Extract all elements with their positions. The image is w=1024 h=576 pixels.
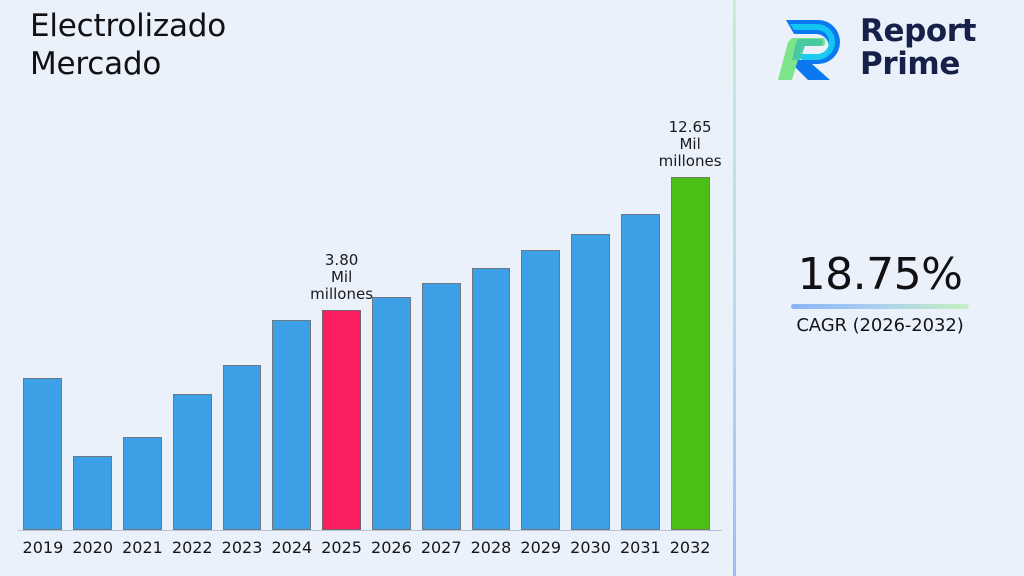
x-tick-2032: 2032: [669, 538, 711, 557]
panel-divider: [733, 0, 736, 576]
bar-2024[interactable]: [272, 320, 312, 530]
bar-2020[interactable]: [73, 456, 113, 530]
cagr-caption: CAGR (2026-2032): [796, 315, 964, 337]
bar-rect-2019[interactable]: [23, 378, 63, 530]
x-tick-2029: 2029: [520, 538, 562, 557]
x-tick-2027: 2027: [420, 538, 462, 557]
bar-rect-2027[interactable]: [421, 283, 461, 530]
bar-2026[interactable]: [371, 297, 411, 530]
bar-2019[interactable]: [23, 378, 63, 530]
chart-panel: Electrolizado Mercado 2019 2020 2021 2022 20…: [18, 8, 722, 557]
x-tick-2031: 2031: [619, 538, 661, 557]
bar-rect-2023[interactable]: [222, 365, 262, 530]
bar-rect-2030[interactable]: [571, 234, 610, 530]
bar-rect-2022[interactable]: [172, 394, 212, 530]
bar-2027[interactable]: [421, 283, 461, 530]
cagr-block: 18.75% CAGR (2026-2032): [736, 249, 1024, 337]
report-prime-logo-text: Report Prime: [860, 13, 977, 82]
bar-rect-2025[interactable]: [322, 310, 362, 530]
x-tick-2028: 2028: [470, 538, 512, 557]
bar-2032[interactable]: [670, 177, 710, 530]
bar-rect-2032[interactable]: [670, 177, 710, 530]
bar-2022[interactable]: [172, 394, 212, 530]
bar-2025[interactable]: [322, 310, 362, 530]
bar-value-label-2025: 3.80 Mil millones: [310, 251, 374, 303]
cagr-value: 18.75%: [797, 249, 963, 300]
report-prime-logo: Report Prime: [772, 12, 976, 84]
bar-rect-2028[interactable]: [471, 268, 511, 530]
x-tick-2023: 2023: [221, 538, 263, 557]
report-prime-logo-mark-icon: [772, 12, 848, 84]
bar-2031[interactable]: [620, 214, 660, 530]
x-tick-2025: 2025: [321, 538, 362, 557]
bar-2029[interactable]: [521, 250, 561, 530]
x-tick-2021: 2021: [122, 538, 163, 557]
bar-rect-2031[interactable]: [620, 214, 660, 530]
x-tick-2022: 2022: [171, 538, 213, 557]
page-title: Electrolizado Mercado: [30, 8, 227, 82]
x-tick-2026: 2026: [371, 538, 412, 557]
bar-value-label-2032: 12.65 Mil millones: [658, 118, 722, 170]
bar-rect-2026[interactable]: [371, 297, 411, 530]
x-axis-line: [18, 530, 722, 531]
bar-rect-2020[interactable]: [73, 456, 113, 530]
brand-panel: Report Prime 18.75% CAGR (2026-2032): [736, 0, 1024, 576]
x-tick-2019: 2019: [22, 538, 64, 557]
bar-chart-plot: 2019 2020 2021 2022 2023 2024 3.80 Mil millone…: [18, 118, 722, 557]
cagr-underline: [791, 304, 969, 310]
bar-rect-2021[interactable]: [123, 437, 162, 530]
x-tick-2020: 2020: [72, 538, 114, 557]
bar-2023[interactable]: [222, 365, 262, 530]
bar-rect-2029[interactable]: [521, 250, 561, 530]
bar-2021[interactable]: [123, 437, 162, 530]
bar-2028[interactable]: [471, 268, 511, 530]
bar-rect-2024[interactable]: [272, 320, 312, 530]
x-tick-2024: 2024: [271, 538, 313, 557]
x-tick-2030: 2030: [570, 538, 611, 557]
bar-2030[interactable]: [571, 234, 610, 530]
